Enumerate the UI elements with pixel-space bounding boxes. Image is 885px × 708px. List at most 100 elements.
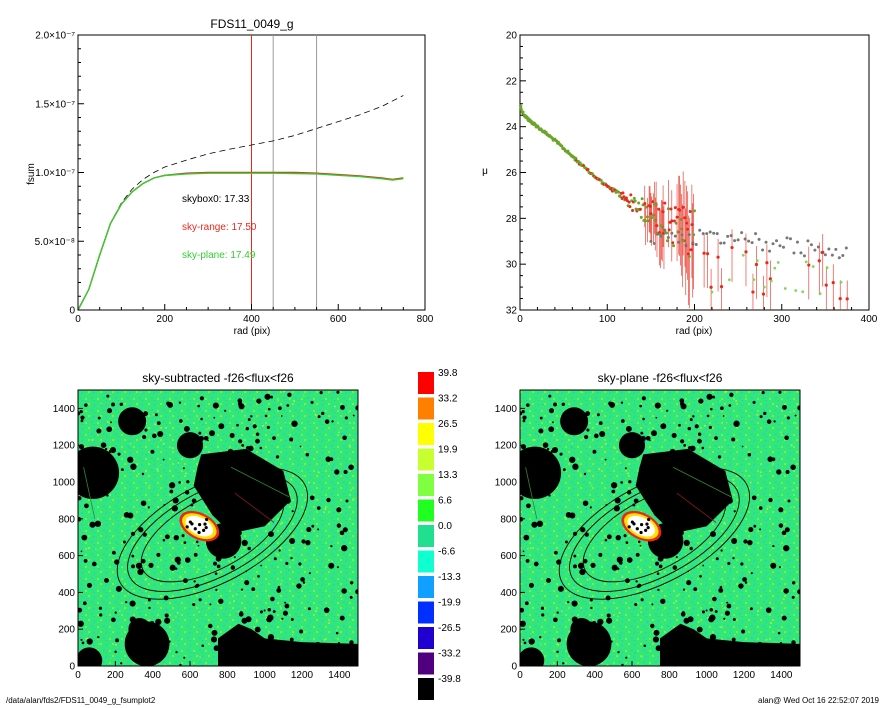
masked-star [99, 613, 103, 617]
masked-star [539, 416, 543, 420]
masked-star [550, 449, 554, 453]
mu-point [663, 201, 667, 205]
mu-point-gray [806, 239, 810, 243]
image-noise-pixel [783, 598, 785, 600]
mu-point-red [754, 262, 759, 267]
masked-star [758, 506, 763, 510]
masked-star [277, 585, 281, 589]
image-noise-pixel [85, 597, 88, 600]
x-tick-label: 200 [107, 670, 124, 681]
image-noise-pixel [792, 489, 794, 491]
masked-star [651, 430, 657, 437]
masked-star [115, 585, 122, 592]
image-noise-pixel [700, 548, 702, 550]
image-noise-pixel [212, 628, 214, 631]
image-noise-pixel [562, 564, 565, 566]
image-noise-pixel [154, 423, 156, 425]
masked-star [596, 413, 600, 417]
colorbar-label: -19.9 [438, 598, 461, 609]
image-noise-pixel [718, 446, 721, 448]
x-tick-label: 800 [661, 670, 678, 681]
masked-star [689, 418, 693, 422]
masked-star [747, 539, 753, 546]
image-noise-pixel [721, 605, 724, 607]
masked-star [291, 420, 298, 427]
masked-star [106, 394, 110, 398]
masked-star [744, 581, 748, 584]
masked-star [284, 603, 290, 609]
masked-star [224, 409, 227, 412]
image-noise-pixel [571, 442, 574, 445]
image-noise-pixel [522, 412, 524, 415]
image-noise-pixel [325, 518, 327, 520]
image-noise-pixel [757, 610, 759, 612]
image-noise-pixel [170, 501, 172, 504]
masked-star [210, 636, 218, 643]
image-noise-pixel [581, 391, 584, 394]
masked-bright-galaxy [193, 448, 291, 534]
masked-star [654, 402, 661, 409]
masked-star [350, 581, 354, 585]
masked-star [584, 434, 589, 440]
image-noise-pixel [128, 446, 131, 449]
masked-star [79, 409, 83, 414]
masked-star [666, 409, 669, 412]
masked-star [135, 562, 143, 569]
image-noise-pixel [281, 521, 283, 524]
image-noise-pixel [135, 528, 138, 531]
masked-star [785, 469, 790, 474]
masked-star [525, 559, 530, 563]
masked-star [692, 415, 695, 418]
masked-star [80, 550, 83, 553]
masked-star [157, 430, 164, 437]
image-noise-pixel [628, 418, 631, 420]
masked-star [531, 521, 538, 528]
mu-point [632, 196, 636, 200]
mu-point-green [794, 289, 798, 292]
image-noise-pixel [641, 407, 643, 410]
image-noise-pixel [702, 451, 704, 454]
image-noise-pixel [203, 423, 206, 425]
image-noise-pixel [177, 527, 179, 530]
masked-star [522, 638, 525, 641]
image-noise-pixel [564, 516, 566, 519]
colorbar-label: 39.8 [438, 368, 458, 379]
image-noise-pixel [621, 576, 624, 578]
masked-star [263, 609, 266, 612]
image-noise-pixel [143, 508, 146, 511]
masked-star [199, 396, 204, 401]
image-noise-pixel [138, 609, 141, 611]
masked-star [683, 443, 687, 447]
colorbar-swatch [418, 448, 434, 471]
masked-star [289, 437, 294, 442]
masked-star [325, 456, 331, 462]
masked-star [81, 641, 85, 645]
image-noise-pixel [585, 508, 588, 511]
masked-star [197, 404, 201, 408]
image-noise-pixel [540, 643, 542, 645]
masked-star [198, 431, 202, 435]
masked-star [267, 614, 274, 621]
mu-point [639, 215, 643, 219]
core-masked-dot [630, 520, 634, 524]
image-noise-pixel [107, 448, 109, 451]
mu-point-gray [837, 256, 841, 260]
masked-star [556, 611, 559, 614]
colorbar-label: 6.6 [438, 496, 452, 507]
masked-star [606, 617, 613, 624]
masked-star [635, 552, 640, 557]
mu-point-gray [726, 234, 730, 238]
masked-star [342, 527, 348, 533]
annotation-sky-plane: sky-plane: 17.49 [182, 250, 256, 261]
image-noise-pixel [718, 599, 720, 601]
image-noise-pixel [87, 637, 89, 640]
masked-star [635, 580, 638, 583]
masked-star [311, 524, 315, 528]
image-noise-pixel [725, 390, 727, 393]
masked-star [791, 640, 796, 645]
masked-star [86, 638, 93, 645]
masked-star [307, 607, 311, 611]
image-noise-pixel [99, 404, 102, 406]
masked-star [763, 411, 767, 416]
y-tick-label: 1200 [495, 441, 518, 452]
